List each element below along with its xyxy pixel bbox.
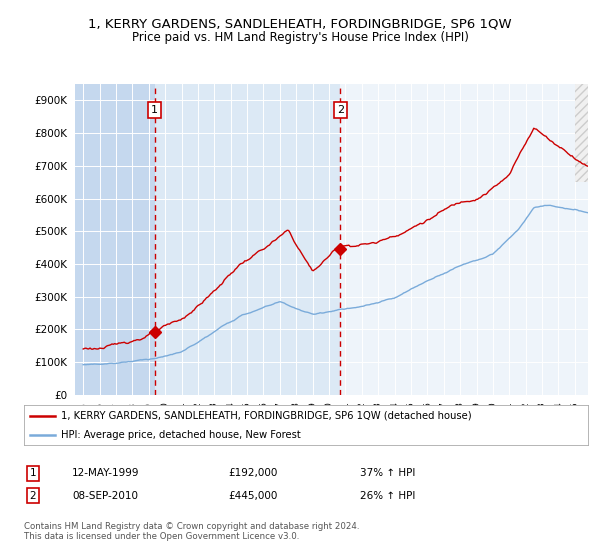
Text: Price paid vs. HM Land Registry's House Price Index (HPI): Price paid vs. HM Land Registry's House … xyxy=(131,31,469,44)
Bar xyxy=(155,84,340,395)
Text: 08-SEP-2010: 08-SEP-2010 xyxy=(72,491,138,501)
Text: 2: 2 xyxy=(337,105,344,115)
Text: 1, KERRY GARDENS, SANDLEHEATH, FORDINGBRIDGE, SP6 1QW: 1, KERRY GARDENS, SANDLEHEATH, FORDINGBR… xyxy=(88,18,512,31)
Text: 37% ↑ HPI: 37% ↑ HPI xyxy=(360,468,415,478)
Text: £192,000: £192,000 xyxy=(228,468,277,478)
Text: HPI: Average price, detached house, New Forest: HPI: Average price, detached house, New … xyxy=(61,430,301,440)
Text: 26% ↑ HPI: 26% ↑ HPI xyxy=(360,491,415,501)
Text: 2: 2 xyxy=(29,491,37,501)
Text: £445,000: £445,000 xyxy=(228,491,277,501)
Bar xyxy=(340,84,588,395)
Text: 1: 1 xyxy=(151,105,158,115)
Bar xyxy=(575,84,588,182)
Text: Contains HM Land Registry data © Crown copyright and database right 2024.
This d: Contains HM Land Registry data © Crown c… xyxy=(24,522,359,542)
Text: 1: 1 xyxy=(29,468,37,478)
Bar xyxy=(75,84,155,395)
Text: 1, KERRY GARDENS, SANDLEHEATH, FORDINGBRIDGE, SP6 1QW (detached house): 1, KERRY GARDENS, SANDLEHEATH, FORDINGBR… xyxy=(61,411,471,421)
Text: 12-MAY-1999: 12-MAY-1999 xyxy=(72,468,139,478)
